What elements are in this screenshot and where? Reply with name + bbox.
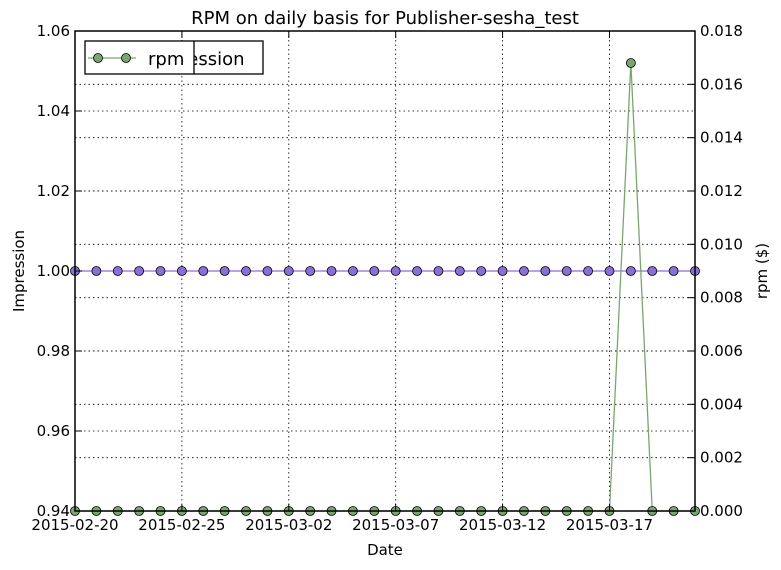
data-point-impression xyxy=(241,266,251,276)
y-tick-label-left: 1.06 xyxy=(37,22,70,40)
data-point-impression xyxy=(369,266,380,276)
x-tick-label: 2015-02-25 xyxy=(138,516,225,534)
legend-rpm-marker-icon xyxy=(121,53,131,63)
y-tick-label-left: 0.96 xyxy=(37,422,70,440)
data-point-impression xyxy=(540,266,551,276)
x-tick-label: 2015-03-17 xyxy=(566,516,653,534)
legend-rpm-marker-icon xyxy=(93,53,103,63)
data-point-impression xyxy=(647,266,658,276)
legend-entry-rpm: rpm xyxy=(148,49,184,70)
data-point-impression xyxy=(519,266,529,276)
ticks: 2015-02-20 2015-02-25 2015-03-02 2015-03-07… xyxy=(31,22,743,534)
y-tick-label-right: 0.002 xyxy=(700,449,743,467)
data-point-impression xyxy=(219,266,230,276)
legend: Impression rpm xyxy=(84,40,264,75)
y-tick-label-right: 0.008 xyxy=(700,289,743,307)
y-tick-label-right: 0.014 xyxy=(700,129,743,147)
data-point-impression xyxy=(583,266,594,276)
data-point-impression xyxy=(625,266,636,276)
data-point-impression xyxy=(112,266,123,276)
data-point-impression xyxy=(561,266,572,276)
data-point-impression xyxy=(176,266,187,276)
legend-overlap xyxy=(146,44,194,71)
x-tick-label: 2015-03-02 xyxy=(245,516,332,534)
y-tick-label-left: 0.94 xyxy=(37,502,70,520)
data-point-impression xyxy=(326,266,337,276)
data-point-impression xyxy=(412,266,422,276)
y-tick-label-right: 0.006 xyxy=(700,342,743,360)
data-point-impression xyxy=(305,266,316,276)
y-tick-label-right: 0.018 xyxy=(700,22,743,40)
data-point-impression xyxy=(348,266,358,276)
data-point-impression xyxy=(283,266,294,276)
y-tick-label-left: 1.04 xyxy=(37,102,70,120)
y-tick-label-right: 0.012 xyxy=(700,182,743,200)
y-axis-label-left: Impression xyxy=(10,230,28,312)
data-point-impression xyxy=(91,266,102,276)
chart-title: RPM on daily basis for Publisher-sesha_t… xyxy=(191,8,579,29)
x-tick-label: 2015-03-07 xyxy=(352,516,439,534)
data-point-impression xyxy=(198,266,209,276)
data-point-impression xyxy=(433,266,444,276)
data-point-impression xyxy=(668,266,679,276)
data-point-impression xyxy=(604,266,615,276)
x-axis-label: Date xyxy=(367,541,403,559)
data-point-impression xyxy=(454,266,465,276)
data-point-impression xyxy=(390,266,401,276)
data-point-impression xyxy=(134,266,145,276)
data-point-impression xyxy=(155,266,166,276)
x-tick-label: 2015-02-20 xyxy=(31,516,118,534)
data-point-impression xyxy=(262,266,273,276)
y-tick-label-left: 0.98 xyxy=(37,342,70,360)
y-tick-label-right: 0.004 xyxy=(700,395,743,413)
y-tick-label-left: 1.02 xyxy=(37,182,70,200)
y-tick-label-right: 0.010 xyxy=(700,235,743,253)
data-point-rpm xyxy=(625,58,636,68)
y-tick-label-right: 0.016 xyxy=(700,75,743,93)
y-axis-label-right: rpm ($) xyxy=(753,243,771,299)
data-point-impression xyxy=(497,266,508,276)
y-tick-label-right: 0.000 xyxy=(700,502,743,520)
series xyxy=(70,58,700,516)
x-tick-label: 2015-03-12 xyxy=(459,516,546,534)
series-line-rpm xyxy=(75,62,695,512)
y-tick-label-left: 1.00 xyxy=(37,262,70,280)
data-point-impression xyxy=(476,266,487,276)
